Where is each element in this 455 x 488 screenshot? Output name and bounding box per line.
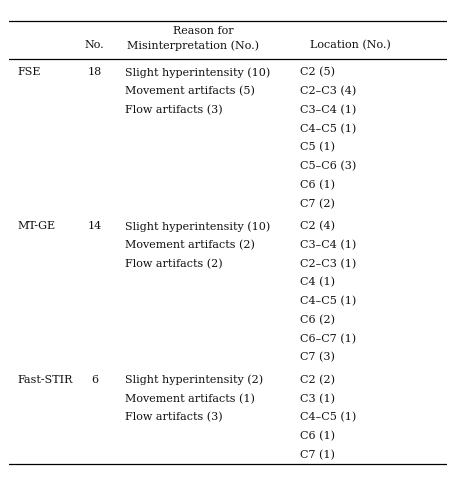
Text: C6 (1): C6 (1)	[299, 431, 334, 441]
Text: C6 (1): C6 (1)	[299, 180, 334, 190]
Text: C2 (4): C2 (4)	[299, 221, 334, 231]
Text: C7 (2): C7 (2)	[299, 199, 334, 209]
Text: C2–C3 (1): C2–C3 (1)	[299, 259, 356, 269]
Text: Movement artifacts (2): Movement artifacts (2)	[125, 240, 254, 250]
Text: 18: 18	[87, 67, 101, 78]
Text: Movement artifacts (5): Movement artifacts (5)	[125, 86, 254, 97]
Text: C2 (2): C2 (2)	[299, 375, 334, 385]
Text: Movement artifacts (1): Movement artifacts (1)	[125, 393, 254, 404]
Text: C4–C5 (1): C4–C5 (1)	[299, 412, 356, 423]
Text: C6 (2): C6 (2)	[299, 315, 334, 325]
Text: Slight hyperintensity (10): Slight hyperintensity (10)	[125, 67, 270, 78]
Text: C3–C4 (1): C3–C4 (1)	[299, 240, 356, 250]
Text: 14: 14	[87, 221, 101, 231]
Text: C4–C5 (1): C4–C5 (1)	[299, 296, 356, 306]
Text: C5 (1): C5 (1)	[299, 142, 334, 153]
Text: MT-GE: MT-GE	[18, 221, 56, 231]
Text: Fast-STIR: Fast-STIR	[18, 375, 73, 385]
Text: C5–C6 (3): C5–C6 (3)	[299, 161, 356, 171]
Text: C2–C3 (4): C2–C3 (4)	[299, 86, 356, 97]
Text: Slight hyperintensity (10): Slight hyperintensity (10)	[125, 221, 270, 232]
Text: 6: 6	[91, 375, 98, 385]
Text: Reason for: Reason for	[172, 26, 233, 36]
Text: C7 (3): C7 (3)	[299, 352, 334, 363]
Text: C4 (1): C4 (1)	[299, 277, 334, 287]
Text: Flow artifacts (2): Flow artifacts (2)	[125, 259, 222, 269]
Text: Misinterpretation (No.): Misinterpretation (No.)	[126, 40, 258, 51]
Text: C7 (1): C7 (1)	[299, 449, 334, 460]
Text: C2 (5): C2 (5)	[299, 67, 334, 78]
Text: C3–C4 (1): C3–C4 (1)	[299, 105, 356, 115]
Text: C6–C7 (1): C6–C7 (1)	[299, 333, 355, 344]
Text: No.: No.	[85, 40, 104, 50]
Text: Slight hyperintensity (2): Slight hyperintensity (2)	[125, 375, 263, 385]
Text: Flow artifacts (3): Flow artifacts (3)	[125, 412, 222, 423]
Text: Flow artifacts (3): Flow artifacts (3)	[125, 105, 222, 115]
Text: C4–C5 (1): C4–C5 (1)	[299, 123, 356, 134]
Text: Location (No.): Location (No.)	[309, 40, 390, 51]
Text: C3 (1): C3 (1)	[299, 393, 334, 404]
Text: FSE: FSE	[18, 67, 41, 78]
